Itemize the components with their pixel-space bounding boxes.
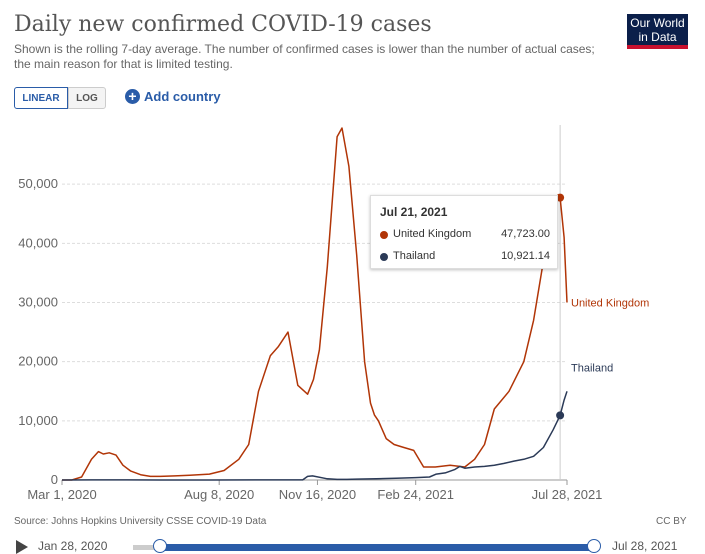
y-tick-label: 20,000 xyxy=(18,354,58,369)
x-tick-label: Feb 24, 2021 xyxy=(377,487,454,502)
series-end-label: United Kingdom xyxy=(571,298,649,310)
tooltip-value: 47,723.00 xyxy=(501,228,550,240)
tooltip-date: Jul 21, 2021 xyxy=(380,205,448,219)
license-link[interactable]: CC BY xyxy=(656,516,687,527)
series-line xyxy=(61,391,568,481)
y-axis-ticks: 0 10,000 20,000 30,000 40,000 50,000 xyxy=(18,176,58,487)
logo-line-2: in Data xyxy=(638,30,677,44)
timeline-end-label: Jul 28, 2021 xyxy=(612,539,678,553)
tooltip-value: 10,921.14 xyxy=(501,250,550,262)
linear-scale-button[interactable]: LINEAR xyxy=(14,87,68,109)
timeline-start-label: Jan 28, 2020 xyxy=(38,539,108,553)
chart-subtitle: Shown is the rolling 7-day average. The … xyxy=(14,42,595,71)
timeline: Jan 28, 2020 Jul 28, 2021 xyxy=(0,536,705,554)
y-tick-label: 0 xyxy=(51,472,58,487)
chart-title: Daily new confirmed COVID-19 cases xyxy=(14,12,432,37)
log-scale-button[interactable]: LOG xyxy=(68,87,106,109)
x-tick-label: Jul 28, 2021 xyxy=(532,487,603,502)
x-tick-label: Mar 1, 2020 xyxy=(27,487,96,502)
y-tick-label: 50,000 xyxy=(18,176,58,191)
tooltip-name: United Kingdom xyxy=(393,228,472,240)
line-chart[interactable]: 0 10,000 20,000 30,000 40,000 50,000 Mar 1, 2… xyxy=(0,115,705,510)
series-end-label: Thailand xyxy=(571,362,613,374)
tooltip-name: Thailand xyxy=(393,250,436,262)
y-tick-label: 10,000 xyxy=(18,413,58,428)
add-country-label: Add country xyxy=(144,89,221,104)
logo-line-1: Our World xyxy=(630,16,685,30)
thailand-dot-icon xyxy=(380,253,388,261)
x-tick-label: Aug 8, 2020 xyxy=(184,487,254,502)
x-tick-label: Nov 16, 2020 xyxy=(279,487,356,502)
hover-tooltip: Jul 21, 2021 United Kingdom 47,723.00 Th… xyxy=(370,195,558,269)
series-lines xyxy=(61,127,568,481)
plus-circle-icon: + xyxy=(125,89,140,104)
source-note[interactable]: Source: Johns Hopkins University CSSE CO… xyxy=(14,516,267,527)
play-icon[interactable] xyxy=(16,540,28,554)
timeline-range xyxy=(160,544,594,551)
series-line xyxy=(62,127,568,481)
series-end-labels: United Kingdom Thailand xyxy=(571,298,649,375)
hover-point xyxy=(556,193,565,202)
hover-point xyxy=(556,411,565,420)
uk-dot-icon xyxy=(380,231,388,239)
tooltip-row-thailand: Thailand 10,921.14 xyxy=(380,250,550,264)
y-tick-label: 30,000 xyxy=(18,295,58,310)
owid-logo[interactable]: Our World in Data xyxy=(627,14,688,49)
add-country-button[interactable]: + Add country xyxy=(125,89,221,104)
y-tick-label: 40,000 xyxy=(18,235,58,250)
tooltip-row-uk: United Kingdom 47,723.00 xyxy=(380,228,550,242)
x-axis: Mar 1, 2020 Aug 8, 2020 Nov 16, 2020 Feb 24… xyxy=(27,479,603,502)
